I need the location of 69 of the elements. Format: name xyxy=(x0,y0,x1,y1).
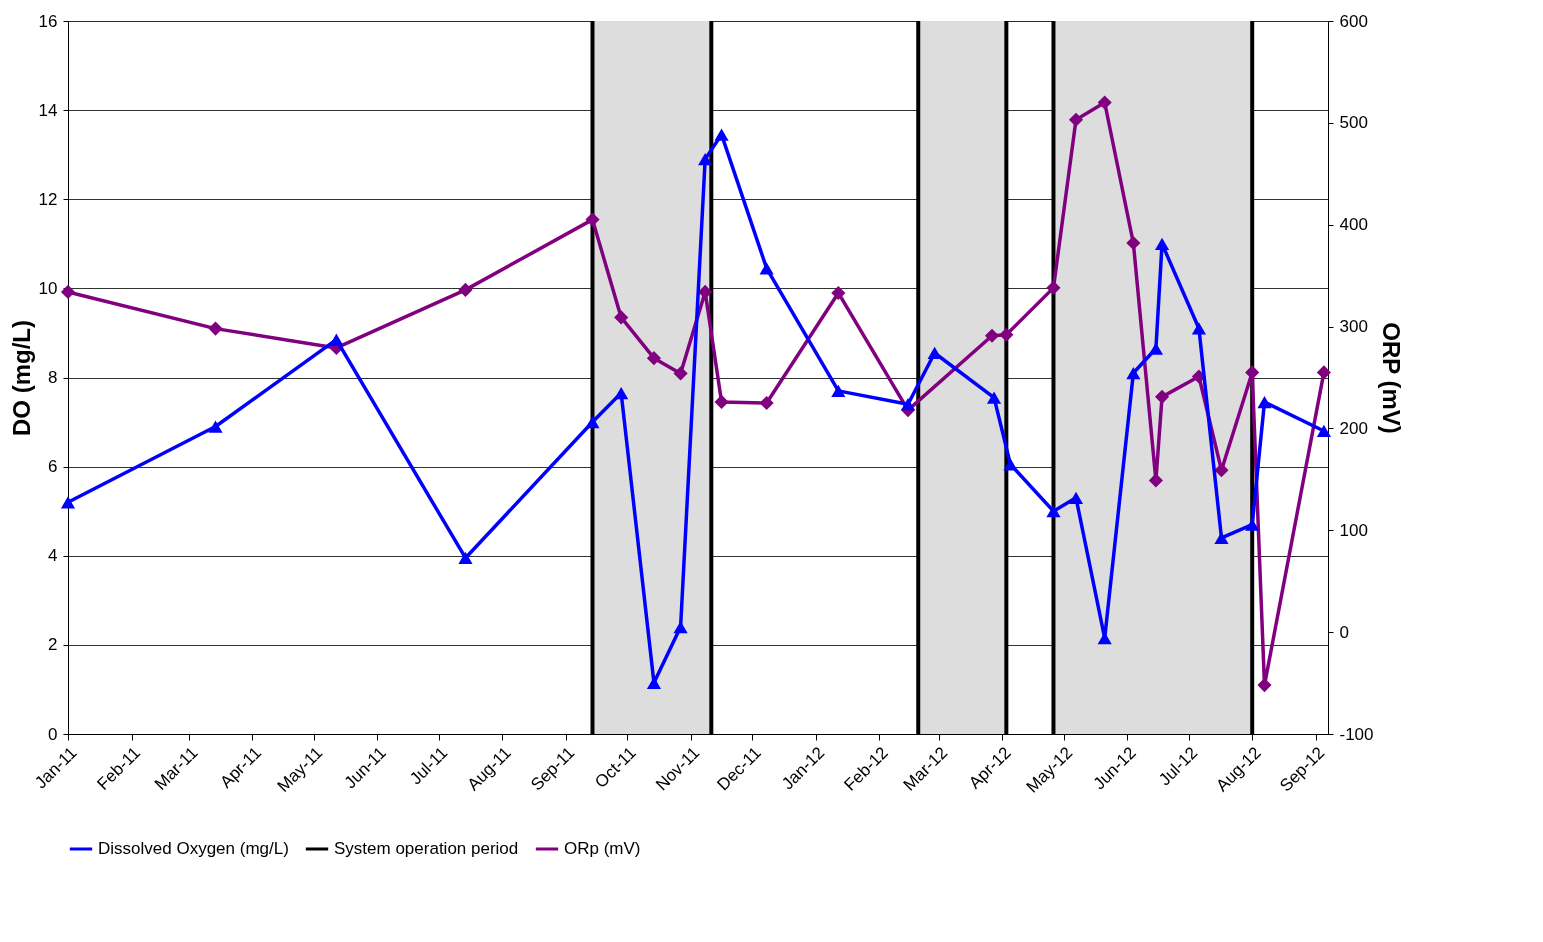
legend-label: System operation period xyxy=(334,839,519,858)
point xyxy=(1126,366,1141,380)
point xyxy=(1068,112,1084,127)
point xyxy=(1257,678,1272,693)
y-tick-label: 12 xyxy=(38,189,58,209)
legend-label: ORp (mV) xyxy=(564,839,641,858)
point xyxy=(1046,280,1061,295)
point xyxy=(1316,424,1331,438)
y-tick-label: 4 xyxy=(48,546,58,566)
point xyxy=(329,333,344,346)
point xyxy=(999,327,1014,342)
point xyxy=(1097,632,1112,645)
y2-axis-title: ORP (mV) xyxy=(1377,322,1405,434)
y-tick-label: 10 xyxy=(38,278,58,298)
point xyxy=(1126,235,1141,251)
y2-tick-label: 0 xyxy=(1339,622,1349,642)
point xyxy=(984,328,1000,343)
point xyxy=(759,262,774,275)
point xyxy=(1148,342,1163,355)
y-tick-label: 0 xyxy=(48,724,58,744)
point xyxy=(1148,473,1163,488)
point xyxy=(1097,95,1112,110)
point xyxy=(1316,365,1331,380)
point xyxy=(1068,491,1084,504)
point xyxy=(673,366,688,381)
point xyxy=(1245,365,1260,380)
point xyxy=(208,321,223,336)
point xyxy=(1046,505,1061,518)
point xyxy=(759,395,774,411)
y2-tick-label: 100 xyxy=(1339,520,1368,540)
y-tick-label: 14 xyxy=(38,100,58,120)
y-tick-label: 2 xyxy=(48,635,58,655)
point xyxy=(458,282,473,297)
point xyxy=(831,285,846,301)
point xyxy=(1191,322,1206,335)
point xyxy=(1245,518,1260,531)
y2-tick-label: 600 xyxy=(1339,11,1368,31)
point xyxy=(614,386,629,400)
point xyxy=(60,496,76,509)
point xyxy=(585,415,600,429)
y-tick-label: 8 xyxy=(48,368,58,387)
point xyxy=(900,398,916,411)
legend-label: Dissolved Oxygen (mg/L) xyxy=(98,839,289,858)
y-tick-label: 6 xyxy=(48,457,58,477)
y-tick-label: 16 xyxy=(38,11,58,31)
y2-tick-label: 500 xyxy=(1339,113,1368,133)
point xyxy=(1154,389,1170,404)
y-axis-title: DO (mg/L) xyxy=(7,320,35,436)
point xyxy=(927,346,942,360)
y2-tick-label: 400 xyxy=(1339,215,1368,235)
point xyxy=(1257,395,1272,409)
y2-tick-label: 200 xyxy=(1339,418,1368,438)
point xyxy=(614,310,629,325)
y2-tick-label: 300 xyxy=(1339,317,1368,337)
point xyxy=(208,420,223,433)
point xyxy=(831,384,846,397)
point xyxy=(1214,463,1229,478)
point xyxy=(585,212,600,227)
point xyxy=(1214,531,1229,545)
point xyxy=(714,128,729,141)
point xyxy=(60,284,76,300)
point xyxy=(458,551,473,565)
point xyxy=(646,351,662,366)
point xyxy=(1003,458,1018,471)
point xyxy=(986,391,1002,404)
y2-tick-label: -100 xyxy=(1339,724,1374,744)
point xyxy=(698,153,713,166)
point xyxy=(714,394,729,410)
point xyxy=(1154,237,1170,250)
